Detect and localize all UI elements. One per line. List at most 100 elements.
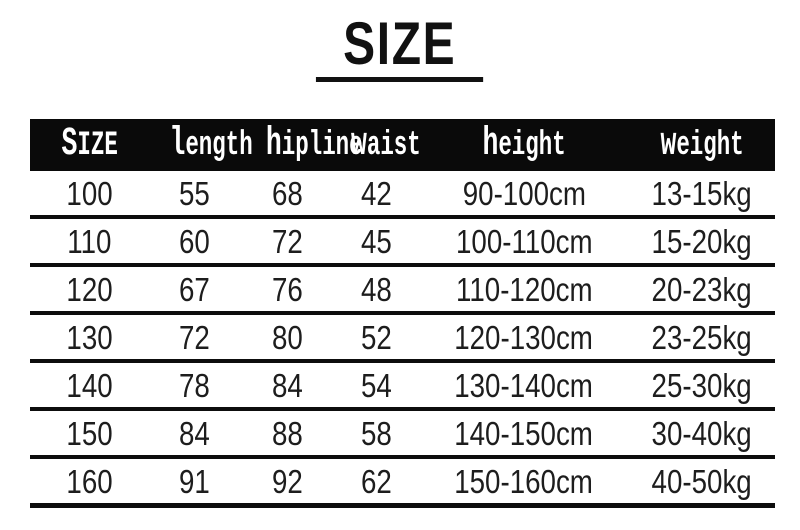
cell-value: 80 [271, 318, 303, 356]
table-row: 110 60 72 45 100-110cm 15-20kg [30, 217, 775, 267]
cell-hipline: 72 [240, 217, 334, 267]
cell-value: 160 [66, 462, 113, 500]
cell-hipline: 92 [240, 457, 334, 508]
cell-length: 55 [148, 171, 241, 219]
cell-waist: 58 [333, 409, 420, 459]
cell-height: 130-140cm [419, 361, 629, 411]
cell-value: 78 [179, 366, 211, 404]
cell-value: 150-160cm [454, 462, 594, 500]
cell-height: 150-160cm [419, 457, 629, 508]
cell-waist: 48 [333, 265, 420, 315]
cell-waist: 45 [333, 217, 420, 267]
cell-value: 42 [360, 174, 392, 212]
cell-hipline: 88 [240, 409, 334, 459]
cell-length: 67 [148, 265, 241, 315]
cell-size: 120 [30, 265, 149, 315]
cell-hipline: 80 [240, 313, 334, 363]
column-header-label: SIZE [61, 121, 118, 167]
cell-value: 90-100cm [462, 174, 586, 212]
cell-weight: 30-40kg [628, 409, 775, 459]
title-section: SIZE [0, 14, 800, 82]
cell-value: 150 [66, 414, 113, 452]
cell-weight: 13-15kg [628, 171, 775, 219]
cell-weight: 15-20kg [628, 217, 775, 267]
cell-value: 15-20kg [651, 222, 752, 260]
cell-value: 23-25kg [651, 318, 752, 356]
cell-hipline: 84 [240, 361, 334, 411]
cell-value: 67 [179, 270, 211, 308]
cell-height: 100-110cm [419, 217, 629, 267]
cell-waist: 52 [333, 313, 420, 363]
cell-value: 140-150cm [454, 414, 594, 452]
cell-length: 84 [148, 409, 241, 459]
cell-size: 160 [30, 457, 149, 508]
cell-size: 140 [30, 361, 149, 411]
cell-height: 140-150cm [419, 409, 629, 459]
table-row: 100 55 68 42 90-100cm 13-15kg [30, 171, 775, 219]
cell-value: 52 [360, 318, 392, 356]
cell-value: 48 [360, 270, 392, 308]
column-header-label: height [482, 121, 566, 167]
cell-length: 72 [148, 313, 241, 363]
cell-value: 13-15kg [651, 174, 752, 212]
cell-value: 120 [66, 270, 113, 308]
cell-value: 68 [271, 174, 303, 212]
cell-value: 30-40kg [651, 414, 752, 452]
table-header: SIZE length hipline waist height weight [30, 119, 775, 171]
page-title: SIZE [316, 14, 484, 82]
cell-value: 72 [179, 318, 211, 356]
cell-height: 110-120cm [419, 265, 629, 315]
table-row: 120 67 76 48 110-120cm 20-23kg [30, 265, 775, 315]
size-chart-table: SIZE length hipline waist height weight … [30, 119, 775, 508]
cell-hipline: 68 [240, 171, 334, 219]
cell-value: 62 [360, 462, 392, 500]
cell-value: 140 [66, 366, 113, 404]
cell-weight: 20-23kg [628, 265, 775, 315]
cell-value: 58 [360, 414, 392, 452]
cell-size: 110 [30, 217, 149, 267]
cell-height: 90-100cm [419, 171, 629, 219]
cell-value: 72 [271, 222, 303, 260]
table-row: 150 84 88 58 140-150cm 30-40kg [30, 409, 775, 459]
column-header-waist: waist [333, 119, 421, 171]
column-header-label: hipline [265, 121, 363, 167]
table-row: 140 78 84 54 130-140cm 25-30kg [30, 361, 775, 411]
cell-size: 130 [30, 313, 149, 363]
cell-value: 110 [67, 222, 112, 260]
cell-value: 100-110cm [455, 222, 593, 260]
cell-value: 88 [271, 414, 303, 452]
cell-value: 45 [360, 222, 392, 260]
column-header-weight: weight [628, 119, 775, 171]
column-header-size: SIZE [30, 119, 149, 171]
column-header-label: weight [659, 121, 744, 167]
table-row: 160 91 92 62 150-160cm 40-50kg [30, 457, 775, 508]
cell-value: 25-30kg [651, 366, 752, 404]
cell-value: 92 [271, 462, 303, 500]
cell-length: 91 [148, 457, 241, 508]
table-row: 130 72 80 52 120-130cm 23-25kg [30, 313, 775, 363]
cell-value: 76 [271, 270, 303, 308]
cell-weight: 25-30kg [628, 361, 775, 411]
cell-value: 110-120cm [455, 270, 593, 308]
column-header-label: waist [351, 121, 421, 167]
cell-size: 100 [30, 171, 149, 219]
column-header-length: length [148, 119, 253, 171]
cell-value: 84 [179, 414, 211, 452]
cell-value: 84 [271, 366, 303, 404]
column-header-hipline: hipline [240, 119, 362, 171]
cell-hipline: 76 [240, 265, 334, 315]
cell-value: 130-140cm [454, 366, 594, 404]
cell-length: 60 [148, 217, 241, 267]
cell-value: 60 [179, 222, 211, 260]
column-header-label: length [169, 121, 254, 167]
size-table-body: 100 55 68 42 90-100cm 13-15kg 110 60 72 … [30, 171, 775, 508]
cell-waist: 62 [333, 457, 420, 508]
cell-value: 91 [179, 462, 211, 500]
header-row: SIZE length hipline waist height weight [30, 119, 775, 171]
cell-value: 20-23kg [651, 270, 752, 308]
cell-value: 54 [360, 366, 392, 404]
cell-height: 120-130cm [419, 313, 629, 363]
cell-size: 150 [30, 409, 149, 459]
cell-weight: 40-50kg [628, 457, 775, 508]
cell-waist: 54 [333, 361, 420, 411]
